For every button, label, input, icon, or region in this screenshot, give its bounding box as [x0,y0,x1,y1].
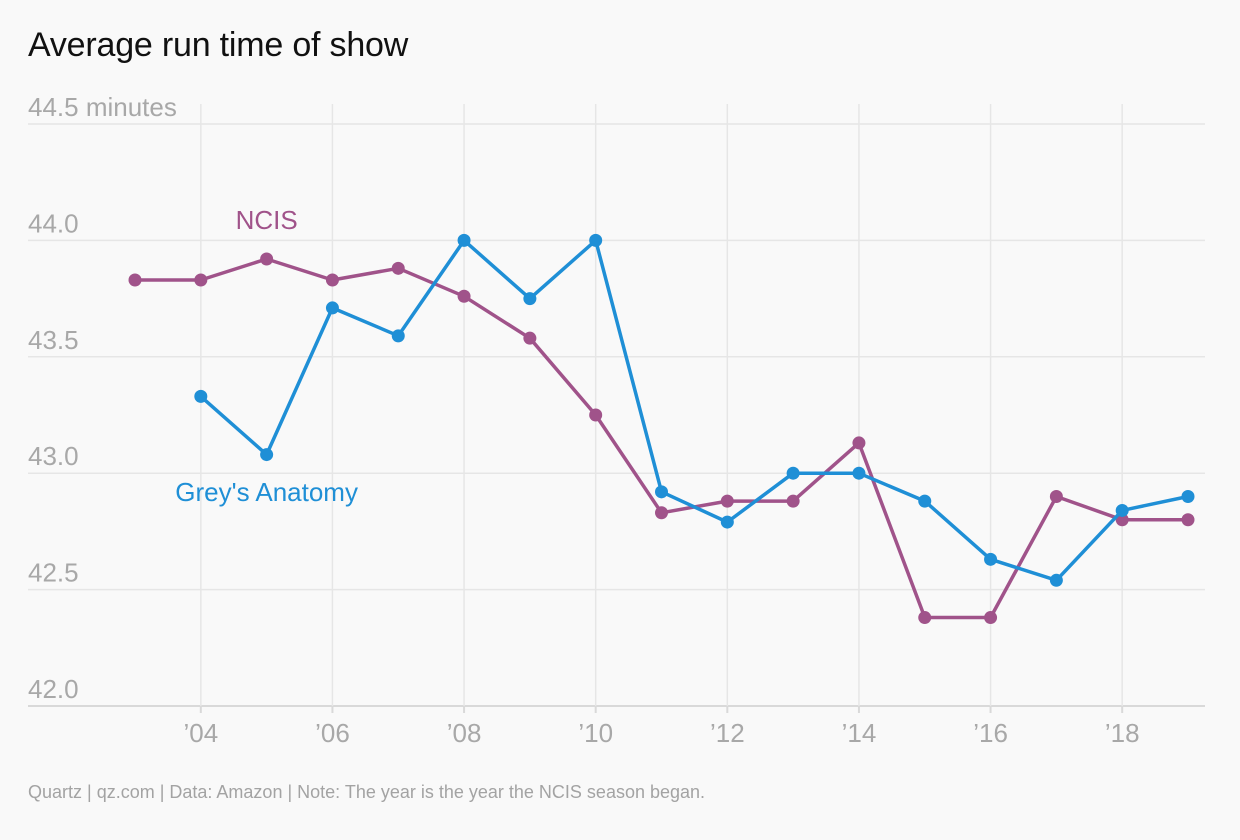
data-point-grey-s-anatomy [523,292,537,306]
series-line-grey-s-anatomy [199,238,1190,583]
data-point-grey-s-anatomy [720,515,734,529]
data-point-grey-s-anatomy [918,494,932,508]
x-tick-label: ’14 [842,718,877,748]
data-point-ncis [1181,513,1195,527]
series-label-grey-s-anatomy: Grey's Anatomy [175,477,358,507]
data-point-grey-s-anatomy [1115,503,1129,517]
series-line-ncis [133,257,1190,620]
data-point-grey-s-anatomy [260,448,274,462]
data-point-grey-s-anatomy [852,466,866,480]
y-tick-label: 42.5 [28,558,79,588]
data-point-ncis [325,273,339,287]
data-point-grey-s-anatomy [786,466,800,480]
y-tick-label: 44.5 minutes [28,92,177,122]
y-tick-label: 43.0 [28,441,79,471]
x-tick-label: ’08 [447,718,482,748]
data-point-ncis [457,289,471,303]
data-point-grey-s-anatomy [325,301,339,315]
x-tick-label: ’12 [710,718,745,748]
data-point-ncis [655,506,668,520]
series-label-ncis: NCIS [236,205,298,235]
data-point-ncis [194,273,208,287]
data-point-ncis [852,436,866,450]
data-point-grey-s-anatomy [1181,489,1195,503]
data-point-grey-s-anatomy [589,233,603,247]
data-point-ncis [1115,513,1129,527]
data-point-ncis [391,261,405,275]
data-point-grey-s-anatomy [984,552,998,566]
data-point-ncis [128,273,142,287]
data-point-ncis [523,331,537,345]
source-footer: Quartz | qz.com | Data: Amazon | Note: T… [28,782,706,802]
data-point-ncis [918,611,932,625]
data-point-ncis [720,494,734,508]
x-tick-label: ’10 [578,718,613,748]
data-point-ncis [1049,489,1063,503]
data-point-grey-s-anatomy [655,485,668,499]
data-point-grey-s-anatomy [391,329,405,343]
y-tick-label: 43.5 [28,325,79,355]
data-point-grey-s-anatomy [194,389,208,403]
chart-title: Average run time of show [28,26,409,64]
data-point-grey-s-anatomy [1049,573,1063,587]
data-point-ncis [786,494,800,508]
x-tick-label: ’16 [973,718,1008,748]
data-point-grey-s-anatomy [457,233,471,247]
x-tick-label: ’06 [315,718,350,748]
y-tick-label: 42.0 [28,674,79,704]
data-point-ncis [260,252,274,266]
data-point-ncis [984,611,998,625]
x-tick-label: ’18 [1105,718,1140,748]
x-tick-label: ’04 [183,718,218,748]
y-tick-label: 44.0 [28,208,79,238]
data-point-ncis [589,408,603,422]
